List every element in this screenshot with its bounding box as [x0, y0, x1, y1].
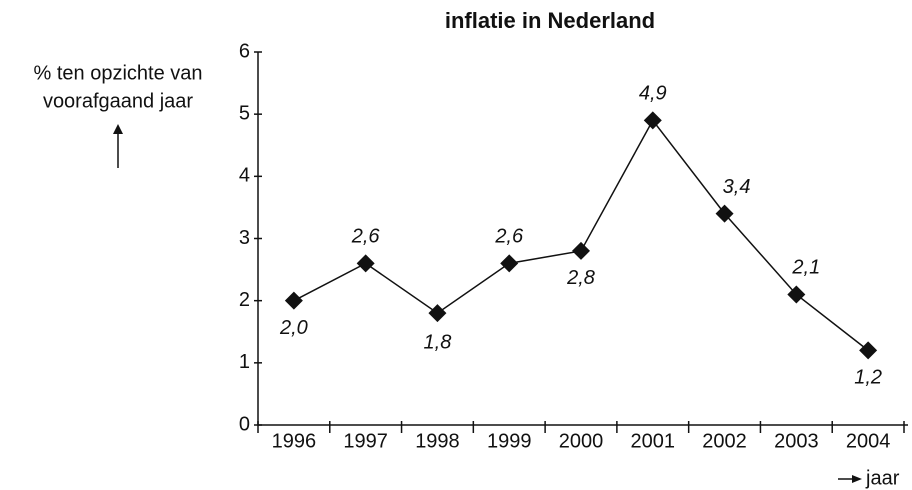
y-tick-label: 6: [239, 40, 250, 62]
x-tick-label: 1997: [343, 430, 388, 452]
value-label: 4,9: [639, 83, 667, 105]
y-axis-label: % ten opzichte van: [34, 62, 203, 84]
marker: [572, 241, 590, 260]
marker: [284, 291, 303, 310]
value-label: 2,6: [351, 226, 381, 248]
y-tick-label: 5: [239, 102, 250, 124]
y-axis-label: voorafgaand jaar: [43, 90, 193, 112]
line: [293, 119, 869, 351]
x-tick-label: 2001: [631, 430, 676, 452]
x-arrow-head: [852, 475, 862, 483]
y-tick-label: 1: [239, 351, 250, 373]
x-tick-label: 1999: [487, 430, 532, 452]
x-tick-label: 1998: [415, 430, 460, 452]
y-tick-label: 4: [239, 165, 250, 187]
marker: [500, 254, 519, 273]
value-label: 2,8: [566, 267, 595, 289]
marker: [715, 204, 734, 223]
value-label: 1,2: [854, 367, 882, 389]
x-axis-label: jaar: [865, 467, 900, 489]
value-label: 3,4: [723, 176, 751, 198]
x-tick-label: 2002: [702, 430, 747, 452]
x-tick-label: 1996: [272, 430, 317, 452]
marker: [643, 111, 662, 130]
marker: [356, 254, 375, 273]
chart-title: inflatie in Nederland: [445, 8, 655, 33]
value-label: 2,6: [494, 226, 524, 248]
y-tick-label: 3: [239, 227, 250, 249]
marker: [787, 285, 806, 304]
y-tick-label: 2: [239, 289, 250, 311]
value-label: 1,8: [424, 331, 452, 353]
x-tick-label: 2003: [774, 430, 819, 452]
marker: [859, 341, 878, 360]
x-tick-label: 2004: [846, 430, 891, 452]
x-tick-label: 2000: [559, 430, 604, 452]
y-arrow-head: [113, 124, 123, 134]
value-label: 2,1: [791, 257, 820, 279]
y-tick-label: 0: [239, 413, 250, 435]
value-label: 2,0: [279, 317, 308, 339]
marker: [428, 304, 447, 323]
